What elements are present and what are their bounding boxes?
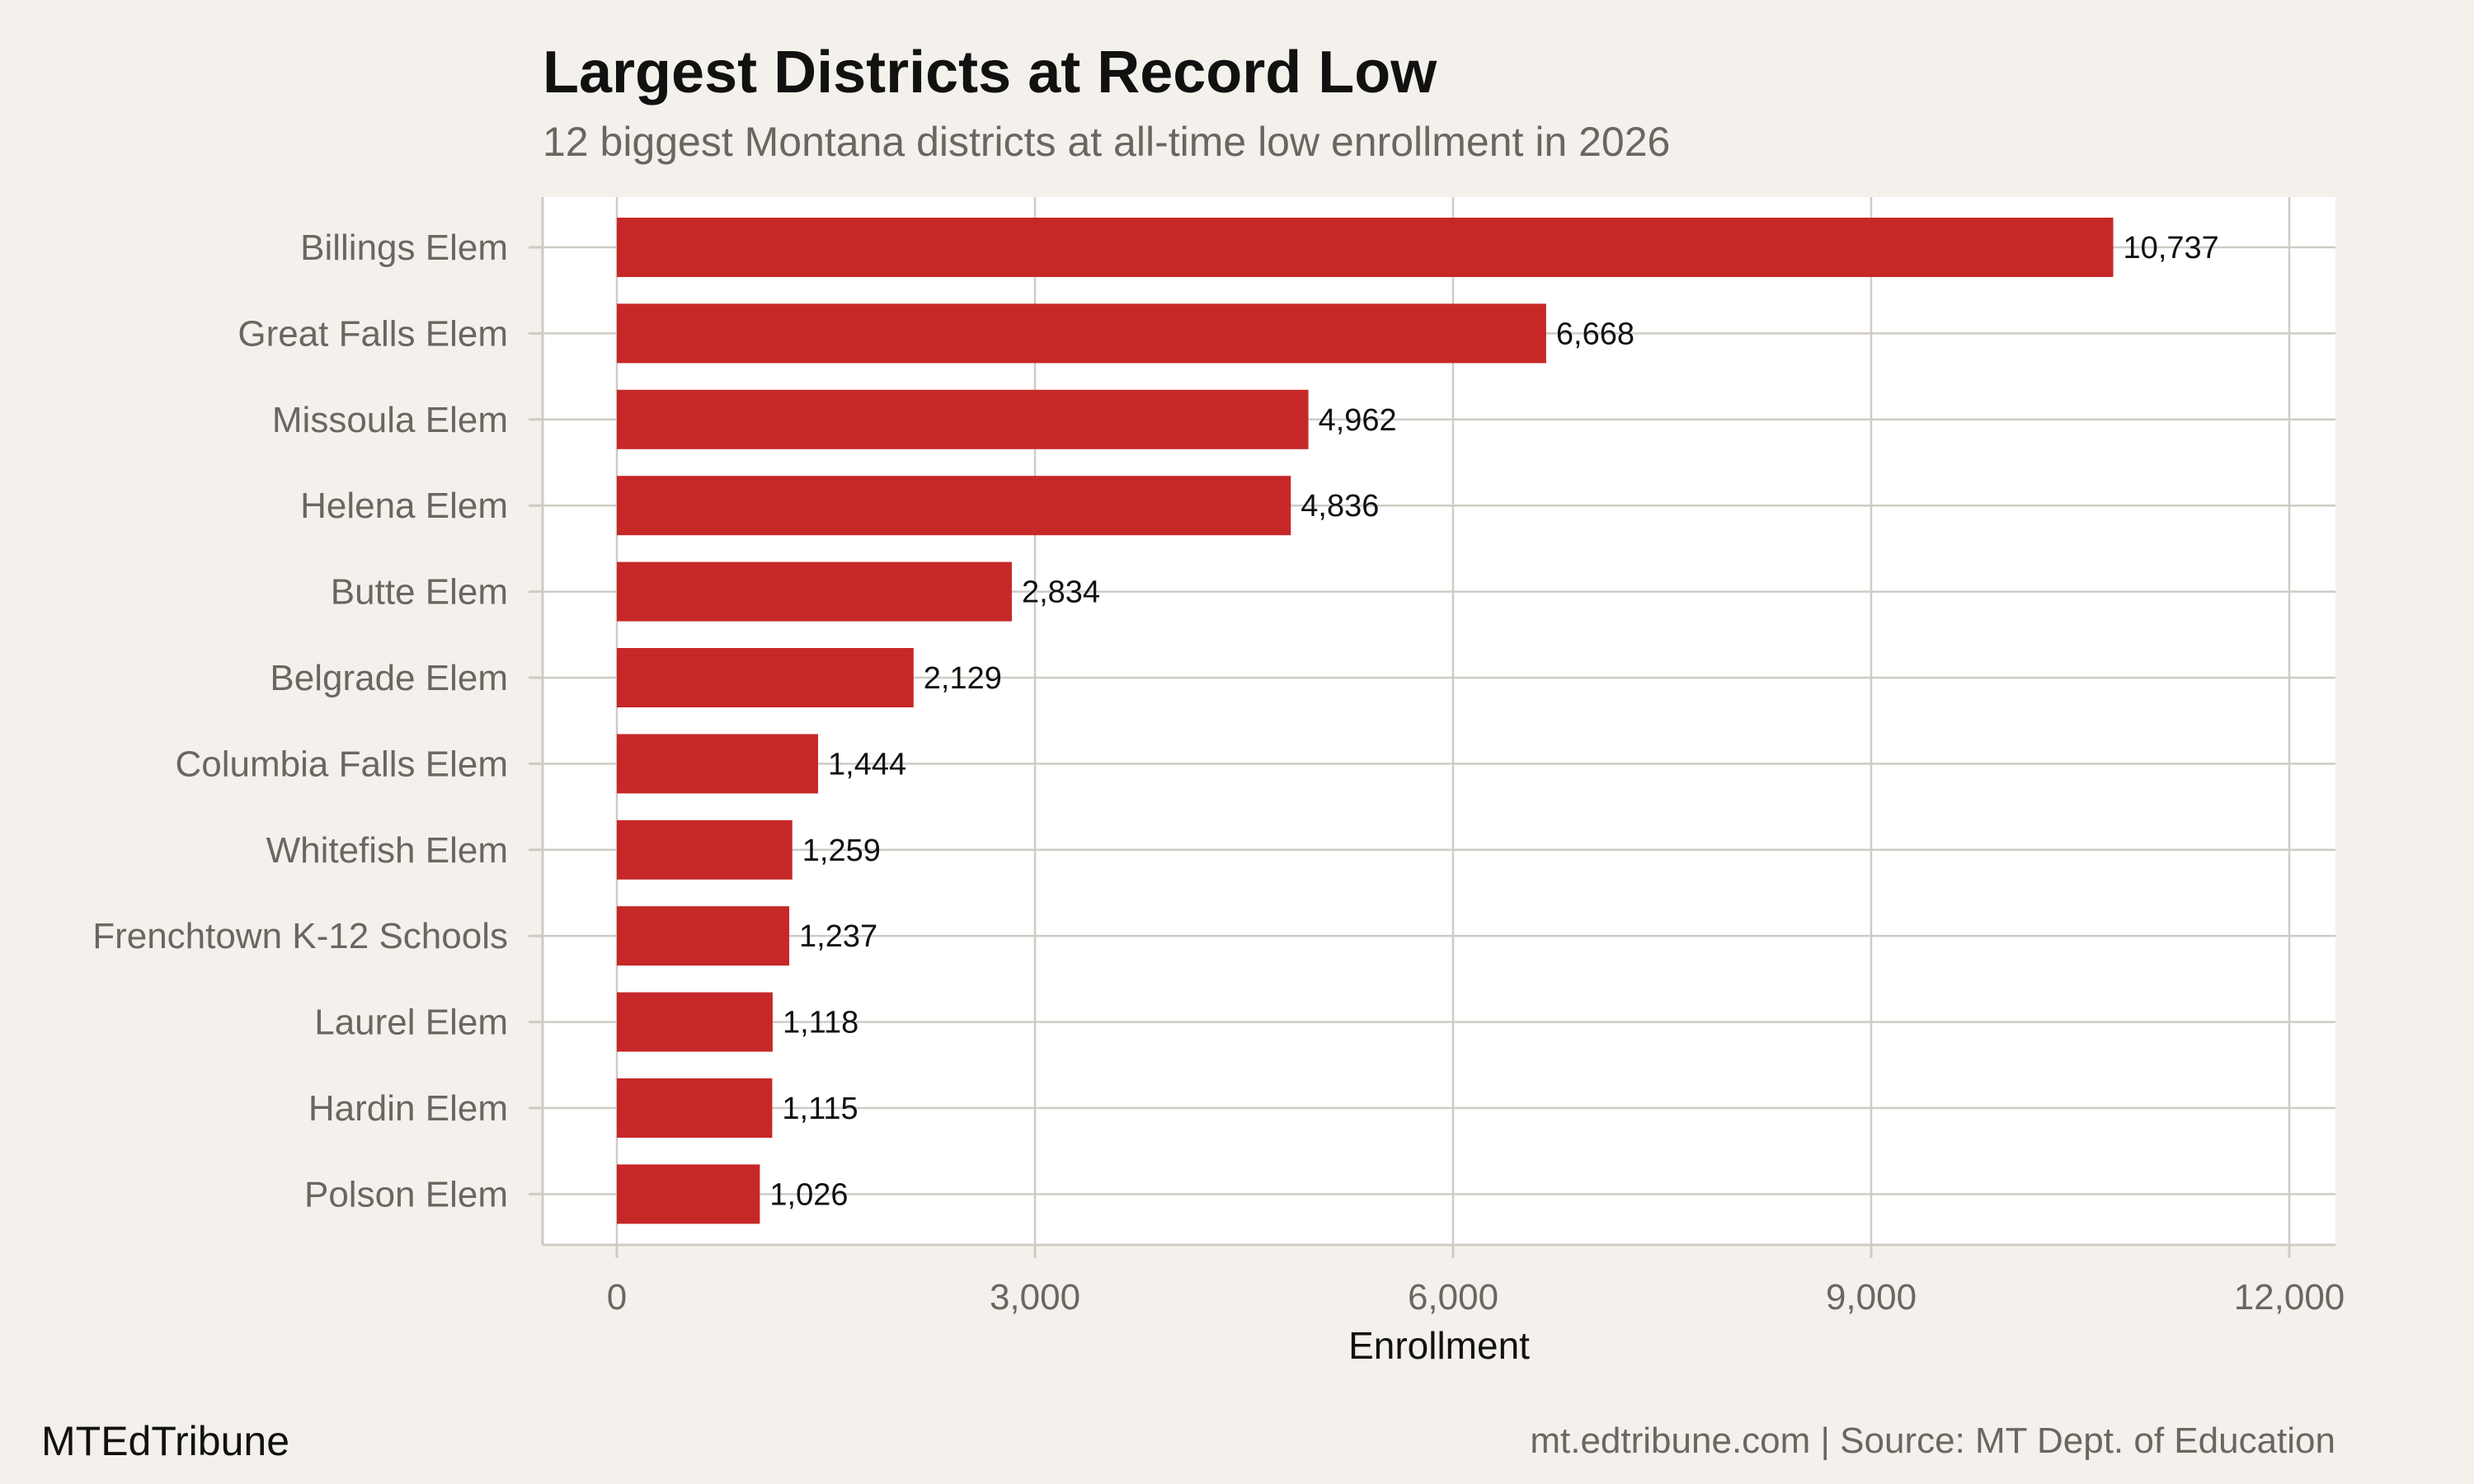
category-label: Columbia Falls Elem (176, 744, 508, 784)
category-label: Whitefish Elem (266, 830, 508, 871)
data-label: 4,962 (1319, 403, 1397, 438)
category-label: Hardin Elem (308, 1088, 508, 1129)
x-tick-label: 0 (607, 1277, 627, 1317)
chart-title: Largest Districts at Record Low (543, 40, 1437, 106)
chart-subtitle: 12 biggest Montana districts at all-time… (543, 119, 1670, 165)
data-label: 1,237 (799, 919, 877, 954)
bar (617, 1078, 773, 1138)
data-label: 4,836 (1300, 489, 1379, 524)
bar (617, 303, 1546, 364)
data-label: 2,129 (924, 661, 1002, 696)
x-tick-label: 3,000 (990, 1277, 1080, 1317)
plot-panel (543, 197, 2335, 1245)
data-label: 1,115 (782, 1092, 858, 1126)
bar (617, 218, 2114, 277)
bar (617, 389, 1309, 449)
x-axis-label: Enrollment (1348, 1324, 1530, 1367)
category-label: Belgrade Elem (270, 658, 508, 698)
bar (617, 476, 1291, 536)
x-tick-label: 9,000 (1826, 1277, 1917, 1317)
category-label: Missoula Elem (272, 400, 508, 440)
data-label: 6,668 (1556, 317, 1634, 351)
data-label: 1,259 (802, 834, 881, 868)
data-label: 1,118 (783, 1006, 858, 1040)
category-label: Laurel Elem (314, 1003, 508, 1043)
data-label: 10,737 (2124, 231, 2219, 265)
bar (617, 1164, 760, 1224)
bar (617, 561, 1012, 622)
footer-brand: MTEdTribune (41, 1418, 289, 1464)
category-label: Butte Elem (331, 572, 508, 613)
bar (617, 648, 914, 707)
data-label: 1,026 (769, 1177, 848, 1212)
category-label: Polson Elem (304, 1174, 508, 1214)
bar (617, 906, 790, 966)
data-label: 1,444 (828, 747, 906, 782)
bar (617, 992, 773, 1052)
footer-source: mt.edtribune.com | Source: MT Dept. of E… (1530, 1421, 2335, 1461)
bar (617, 734, 819, 794)
bar (617, 819, 793, 880)
category-label: Billings Elem (300, 228, 508, 268)
x-tick-label: 6,000 (1408, 1277, 1498, 1317)
category-label: Great Falls Elem (238, 313, 508, 354)
data-label: 2,834 (1022, 575, 1100, 610)
category-label: Helena Elem (300, 486, 508, 526)
x-tick-label: 12,000 (2234, 1277, 2345, 1317)
category-label: Frenchtown K-12 Schools (92, 916, 508, 956)
